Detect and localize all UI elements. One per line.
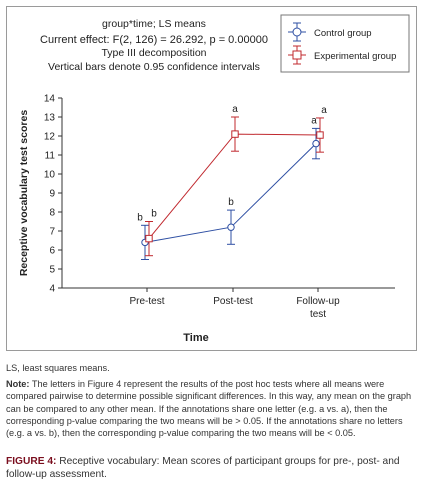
y-tick-label-10: 10 (44, 170, 56, 181)
x-tick-label-1: Pre-test (129, 296, 164, 307)
posthoc-label-2-2: a (232, 104, 238, 115)
data-point-1-3 (312, 139, 320, 148)
note-label: Note: (6, 379, 30, 390)
legend-marker-1 (292, 27, 302, 37)
x-tick-label-3: Follow-up (296, 296, 340, 307)
note-text: The letters in Figure 4 represent the re… (6, 379, 412, 439)
data-point-1-2 (227, 223, 235, 231)
x-tick-label-2: Post-test (213, 296, 253, 307)
chart-frame (6, 6, 417, 351)
posthoc-label-2-1: b (151, 209, 157, 220)
posthoc-label-1-3: a (311, 115, 317, 126)
interaction-chart: group*time; LS means Current effect: F(2,… (18, 14, 410, 344)
abbreviation-note: LS, least squares means. (6, 363, 110, 373)
y-tick-label-13: 13 (44, 113, 56, 124)
posthoc-label-1-2: b (228, 197, 234, 208)
y-tick-label-5: 5 (49, 265, 55, 276)
x-tick-label-3-line2: test (310, 309, 326, 320)
header-line-4: Vertical bars denote 0.95 confidence int… (48, 61, 260, 73)
y-tick-label-9: 9 (49, 189, 55, 200)
data-point-2-2 (231, 130, 239, 138)
data-point-2-3 (316, 131, 324, 139)
y-tick-label-6: 6 (49, 246, 55, 257)
y-tick-label-8: 8 (49, 208, 55, 219)
legend-box (280, 14, 410, 73)
y-tick-label-11: 11 (45, 151, 56, 162)
legend-label-1: Control group (314, 28, 372, 39)
y-axis-title: Receptive vocabulary test scores (18, 110, 30, 276)
header-line-1: group*time; LS means (102, 18, 206, 30)
y-tick-label-14: 14 (44, 94, 56, 105)
figure-notes: LS, least squares means. Note: The lette… (6, 362, 417, 443)
y-tick-label-4: 4 (49, 284, 55, 295)
header-line-3: Type III decomposition (101, 47, 206, 59)
y-tick-label-7: 7 (49, 227, 55, 238)
figure-caption: FIGURE 4: Receptive vocabulary: Mean sco… (6, 455, 417, 481)
posthoc-label-1-1: b (137, 212, 143, 223)
legend-label-2: Experimental group (314, 51, 396, 62)
posthoc-label-2-3: a (321, 105, 327, 116)
y-tick-label-12: 12 (44, 132, 56, 143)
legend-marker-2 (292, 50, 302, 60)
post-hoc-note: Note: The letters in Figure 4 represent … (6, 378, 417, 439)
x-axis-title: Time (183, 332, 208, 344)
data-point-2-1 (145, 234, 153, 243)
figure-label: FIGURE 4: (6, 456, 57, 467)
figure-caption-text: Receptive vocabulary: Mean scores of par… (6, 456, 400, 480)
header-line-2: Current effect: F(2, 126) = 26.292, p = … (40, 34, 268, 46)
